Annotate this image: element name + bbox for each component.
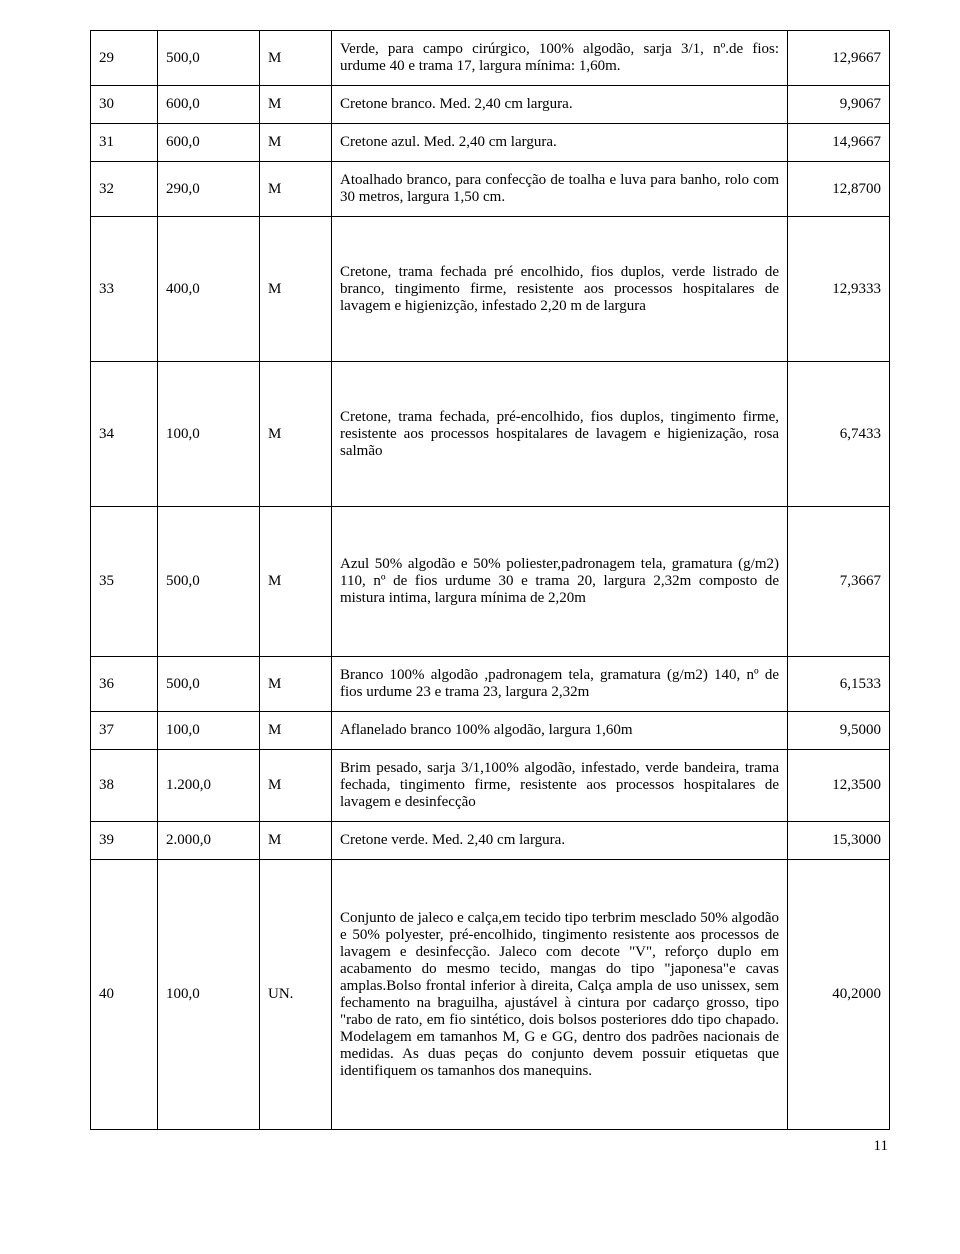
item-quantity: 500,0	[158, 507, 260, 657]
item-unit: M	[260, 86, 332, 124]
item-description: Azul 50% algodão e 50% poliester,padrona…	[332, 507, 788, 657]
item-quantity: 2.000,0	[158, 822, 260, 860]
item-quantity: 100,0	[158, 860, 260, 1130]
item-price: 12,3500	[788, 750, 890, 822]
item-quantity: 500,0	[158, 31, 260, 86]
item-description: Cretone, trama fechada, pré-encolhido, f…	[332, 362, 788, 507]
item-description: Cretone, trama fechada pré encolhido, fi…	[332, 217, 788, 362]
table-row: 32 290,0 M Atoalhado branco, para confec…	[91, 162, 890, 217]
item-quantity: 400,0	[158, 217, 260, 362]
item-quantity: 1.200,0	[158, 750, 260, 822]
item-quantity: 600,0	[158, 86, 260, 124]
table-row: 33 400,0 M Cretone, trama fechada pré en…	[91, 217, 890, 362]
item-unit: UN.	[260, 860, 332, 1130]
item-number: 39	[91, 822, 158, 860]
page-number: 11	[90, 1138, 890, 1155]
table-row: 38 1.200,0 M Brim pesado, sarja 3/1,100%…	[91, 750, 890, 822]
item-number: 36	[91, 657, 158, 712]
table-row: 35 500,0 M Azul 50% algodão e 50% polies…	[91, 507, 890, 657]
item-quantity: 290,0	[158, 162, 260, 217]
item-unit: M	[260, 712, 332, 750]
item-number: 38	[91, 750, 158, 822]
table-row: 39 2.000,0 M Cretone verde. Med. 2,40 cm…	[91, 822, 890, 860]
item-quantity: 500,0	[158, 657, 260, 712]
item-description: Cretone azul. Med. 2,40 cm largura.	[332, 124, 788, 162]
item-price: 9,9067	[788, 86, 890, 124]
table-row: 34 100,0 M Cretone, trama fechada, pré-e…	[91, 362, 890, 507]
item-unit: M	[260, 822, 332, 860]
item-description: Atoalhado branco, para confecção de toal…	[332, 162, 788, 217]
item-description: Brim pesado, sarja 3/1,100% algodão, inf…	[332, 750, 788, 822]
item-unit: M	[260, 362, 332, 507]
item-price: 12,9667	[788, 31, 890, 86]
item-unit: M	[260, 124, 332, 162]
items-table: 29 500,0 M Verde, para campo cirúrgico, …	[90, 30, 890, 1130]
item-number: 34	[91, 362, 158, 507]
item-quantity: 600,0	[158, 124, 260, 162]
item-unit: M	[260, 217, 332, 362]
item-number: 35	[91, 507, 158, 657]
items-tbody: 29 500,0 M Verde, para campo cirúrgico, …	[91, 31, 890, 1130]
item-price: 12,9333	[788, 217, 890, 362]
item-number: 31	[91, 124, 158, 162]
item-unit: M	[260, 162, 332, 217]
item-price: 7,3667	[788, 507, 890, 657]
item-quantity: 100,0	[158, 712, 260, 750]
item-number: 32	[91, 162, 158, 217]
table-row: 31 600,0 M Cretone azul. Med. 2,40 cm la…	[91, 124, 890, 162]
item-quantity: 100,0	[158, 362, 260, 507]
item-number: 29	[91, 31, 158, 86]
item-description: Cretone branco. Med. 2,40 cm largura.	[332, 86, 788, 124]
item-price: 6,7433	[788, 362, 890, 507]
item-price: 14,9667	[788, 124, 890, 162]
table-row: 30 600,0 M Cretone branco. Med. 2,40 cm …	[91, 86, 890, 124]
item-price: 6,1533	[788, 657, 890, 712]
item-unit: M	[260, 750, 332, 822]
item-description: Verde, para campo cirúrgico, 100% algodã…	[332, 31, 788, 86]
item-unit: M	[260, 657, 332, 712]
table-row: 37 100,0 M Aflanelado branco 100% algodã…	[91, 712, 890, 750]
table-row: 40 100,0 UN. Conjunto de jaleco e calça,…	[91, 860, 890, 1130]
item-price: 40,2000	[788, 860, 890, 1130]
item-price: 15,3000	[788, 822, 890, 860]
table-row: 36 500,0 M Branco 100% algodão ,padronag…	[91, 657, 890, 712]
item-description: Cretone verde. Med. 2,40 cm largura.	[332, 822, 788, 860]
item-description: Conjunto de jaleco e calça,em tecido tip…	[332, 860, 788, 1130]
item-unit: M	[260, 507, 332, 657]
item-number: 33	[91, 217, 158, 362]
item-description: Aflanelado branco 100% algodão, largura …	[332, 712, 788, 750]
item-description: Branco 100% algodão ,padronagem tela, gr…	[332, 657, 788, 712]
item-price: 9,5000	[788, 712, 890, 750]
item-price: 12,8700	[788, 162, 890, 217]
item-unit: M	[260, 31, 332, 86]
item-number: 40	[91, 860, 158, 1130]
item-number: 30	[91, 86, 158, 124]
item-number: 37	[91, 712, 158, 750]
table-row: 29 500,0 M Verde, para campo cirúrgico, …	[91, 31, 890, 86]
